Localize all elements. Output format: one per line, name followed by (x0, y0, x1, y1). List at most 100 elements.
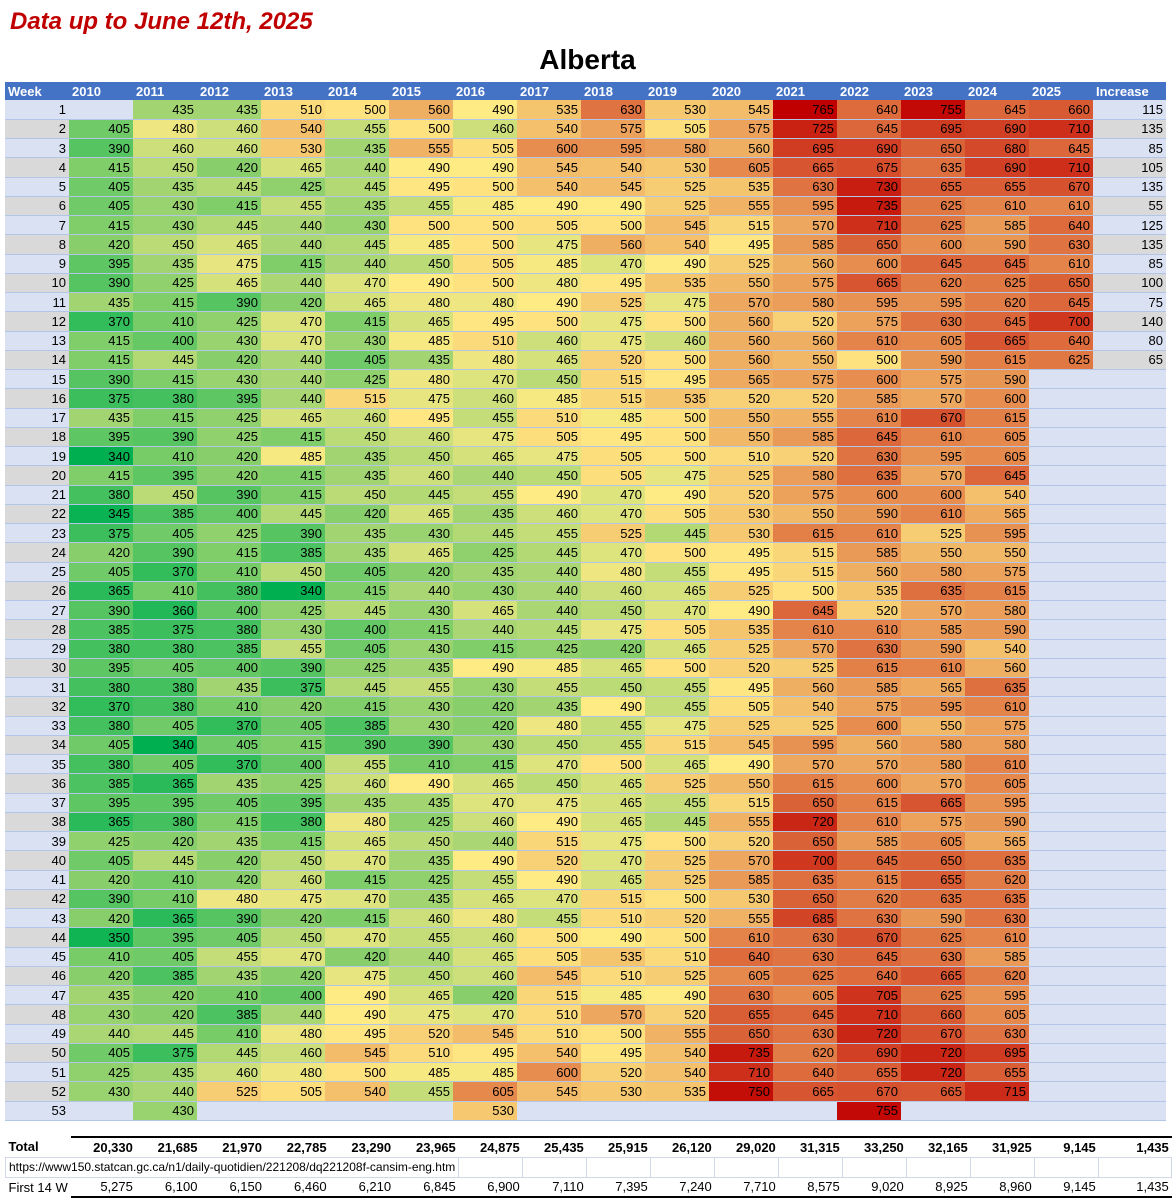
heatmap-cell-2010: 395 (69, 658, 133, 679)
increase-cell (1093, 773, 1166, 794)
week-number: 48 (5, 1004, 69, 1025)
increase-cell: 65 (1093, 350, 1166, 371)
week-number: 49 (5, 1024, 69, 1044)
heatmap-cell-2020: 495 (709, 562, 773, 582)
heatmap-cell-2023: 635 (901, 581, 965, 602)
heatmap-cell-2014: 460 (325, 408, 389, 428)
heatmap-cell-2021: 560 (773, 677, 837, 698)
heatmap-cell-2015: 435 (389, 793, 453, 813)
heatmap-cell-2021: 520 (773, 388, 837, 409)
heatmap-cell-2024: 625 (965, 273, 1029, 294)
heatmap-cell-2010: 380 (69, 677, 133, 698)
heatmap-cell-2021: 500 (773, 581, 837, 602)
heatmap-cell-2022: 630 (837, 446, 901, 467)
heatmap-cell-2016: 440 (453, 465, 517, 486)
total-value: 31,315 (778, 1136, 843, 1157)
heatmap-cell-2013: 460 (261, 870, 325, 890)
heatmap-cell-2022: 710 (837, 1004, 901, 1025)
heatmap-cell-2017: 490 (517, 870, 581, 890)
heatmap-cell-2018: 470 (581, 504, 645, 525)
heatmap-cell-2011: 410 (133, 581, 197, 602)
first-14-value: 6,845 (394, 1177, 459, 1198)
empty-cell (1034, 1156, 1100, 1178)
heatmap-cell-2023: 580 (901, 735, 965, 756)
heatmap-cell-2017: 545 (517, 157, 581, 178)
heatmap-cell-2012: 390 (197, 908, 261, 929)
heatmap-cell-2022: 520 (837, 600, 901, 621)
increase-cell (1093, 966, 1166, 987)
week-number: 29 (5, 639, 69, 659)
heatmap-cell-2011: 380 (133, 388, 197, 409)
heatmap-cell-2021: 620 (773, 1043, 837, 1064)
heatmap-cell-2024: 565 (965, 504, 1029, 525)
heatmap-cell-2017: 465 (517, 350, 581, 371)
heatmap-cell-2022: 570 (837, 754, 901, 775)
heatmap-cell-2017: 470 (517, 754, 581, 775)
heatmap-cell-2012: 385 (197, 639, 261, 659)
heatmap-cell-2016: 415 (453, 754, 517, 775)
heatmap-cell-2016: 460 (453, 927, 517, 948)
heatmap-cell-2025 (1029, 446, 1093, 467)
increase-cell (1093, 1024, 1166, 1044)
table-row: 44 350 395 405 450 470 455 460 500 490 500 610 630 67… (5, 927, 1166, 948)
heatmap-cell-2016: 455 (453, 485, 517, 505)
heatmap-cell-2011: 380 (133, 677, 197, 698)
heatmap-cell-2012: 415 (197, 542, 261, 563)
table-row: 12 370 410 425 470 415 465 495 500 475 500 560 520 57… (5, 311, 1166, 332)
heatmap-cell-2019: 500 (645, 427, 709, 448)
heatmap-cell-2010: 365 (69, 812, 133, 833)
heatmap-cell-2012: 430 (197, 331, 261, 351)
heatmap-cell-2020: 520 (709, 388, 773, 409)
table-row: 8 420 450 465 440 445 485 500 475 560 540 495 585 650… (5, 234, 1166, 255)
heatmap-cell-2017: 475 (517, 793, 581, 813)
heatmap-cell-2025 (1029, 677, 1093, 698)
heatmap-cell-2017: 470 (517, 889, 581, 910)
increase-cell: 125 (1093, 215, 1166, 236)
heatmap-cell-2020: 550 (709, 408, 773, 428)
heatmap-cell-2025 (1029, 581, 1093, 602)
heatmap-cell-2021: 580 (773, 465, 837, 486)
heatmap-cell-2022: 610 (837, 619, 901, 640)
heatmap-cell-2015: 450 (389, 254, 453, 274)
header-year-2013: 2013 (261, 82, 325, 100)
heatmap-cell-2021: 575 (773, 369, 837, 390)
heatmap-cell-2014: 450 (325, 485, 389, 505)
heatmap-cell-2019: 525 (645, 966, 709, 987)
heatmap-cell-2019: 475 (645, 292, 709, 313)
heatmap-cell-2010: 415 (69, 331, 133, 351)
heatmap-cell-2020: 520 (709, 831, 773, 852)
heatmap-cell-2020: 610 (709, 927, 773, 948)
heatmap-cell-2011: 365 (133, 773, 197, 794)
total-value: 9,145 (1034, 1136, 1099, 1157)
total-value: 33,250 (842, 1136, 907, 1157)
heatmap-cell-2018: 530 (581, 1081, 645, 1102)
header-year-2011: 2011 (133, 82, 197, 100)
heatmap-cell-2018: 470 (581, 850, 645, 871)
heatmap-cell-2013: 470 (261, 947, 325, 967)
heatmap-cell-2018: 595 (581, 138, 645, 159)
heatmap-cell-2019: 580 (645, 138, 709, 159)
heatmap-cell-2018: 475 (581, 331, 645, 351)
increase-cell (1093, 562, 1166, 582)
week-number: 23 (5, 523, 69, 544)
heatmap-cell-2019: 500 (645, 311, 709, 332)
heatmap-cell-2023: 550 (901, 716, 965, 736)
table-row: 14 415 445 420 440 405 435 480 465 520 500 560 550 50… (5, 350, 1166, 371)
source-url-link[interactable]: https://www150.statcan.gc.ca/n1/daily-qu… (4, 1156, 460, 1178)
heatmap-cell-2014: 430 (325, 331, 389, 351)
heatmap-cell-2016: 470 (453, 1004, 517, 1025)
heatmap-cell-2013: 420 (261, 292, 325, 313)
heatmap-cell-2020: 605 (709, 157, 773, 178)
heatmap-cell-2020: 495 (709, 234, 773, 255)
heatmap-cell-2018: 485 (581, 408, 645, 428)
table-row: 35 380 405 370 400 455 410 415 470 500 465 490 570 57… (5, 754, 1166, 775)
heatmap-cell-2016: 465 (453, 446, 517, 467)
heatmap-cell-2018: 515 (581, 369, 645, 390)
heatmap-cell-2011: 435 (133, 254, 197, 274)
heatmap-cell-2020: 520 (709, 658, 773, 679)
heatmap-cell-2021: 650 (773, 793, 837, 813)
heatmap-cell-2012: 460 (197, 1062, 261, 1083)
week-number: 3 (5, 138, 69, 159)
increase-cell (1093, 677, 1166, 698)
total-value: 21,970 (200, 1136, 265, 1157)
